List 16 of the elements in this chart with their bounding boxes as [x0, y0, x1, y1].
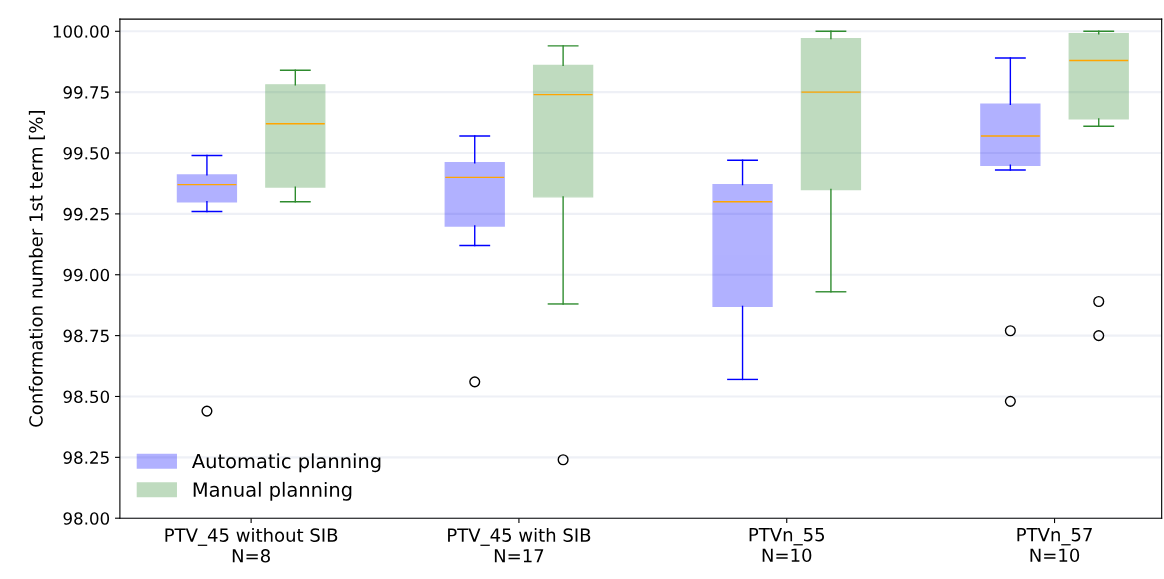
legend-label: Automatic planning [191, 453, 381, 473]
y-tick-label: 98.75 [63, 329, 109, 343]
x-tick-label: PTVn_55 N=10 [749, 527, 825, 563]
y-tick-label: 99.25 [63, 207, 109, 221]
y-tick-label: 98.25 [63, 451, 109, 464]
y-tick-label: 98.00 [63, 512, 110, 525]
x-tick-label: PTVn_57 N=10 [1017, 527, 1092, 563]
x-tick-label: PTV_45 without SIB N=8 [165, 527, 338, 563]
y-tick-label: 99.75 [63, 86, 109, 99]
y-tick-label: 99.50 [63, 146, 110, 160]
y-axis-title: Conformation number 1st term [%] [28, 111, 45, 427]
y-tick-label: 98.50 [63, 390, 110, 404]
legend-label: Manual planning [193, 481, 352, 501]
y-tick-label: 100.00 [53, 25, 110, 38]
y-tick-label: 99.00 [63, 268, 110, 282]
x-tick-label: PTV_45 with SIB N=17 [448, 527, 591, 563]
